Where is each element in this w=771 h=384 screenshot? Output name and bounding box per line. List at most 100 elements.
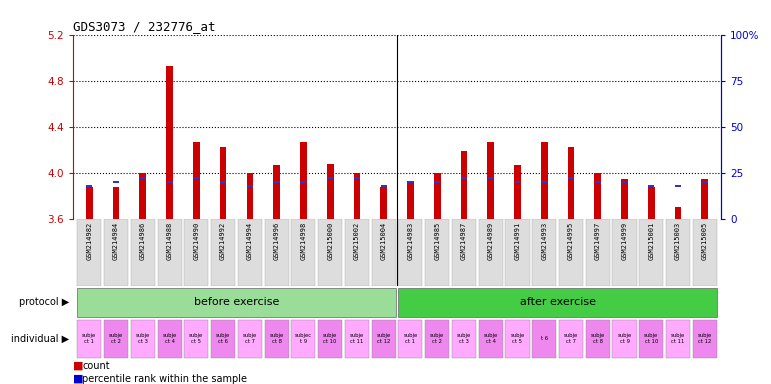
FancyBboxPatch shape <box>104 319 128 358</box>
Bar <box>407 181 414 219</box>
Text: GSM214993: GSM214993 <box>541 222 547 260</box>
FancyBboxPatch shape <box>345 219 369 286</box>
Text: subje
ct 4: subje ct 4 <box>163 333 177 344</box>
Text: GSM214983: GSM214983 <box>407 222 413 260</box>
Text: before exercise: before exercise <box>194 297 279 308</box>
Bar <box>541 142 547 219</box>
Bar <box>675 207 682 219</box>
Bar <box>273 165 280 219</box>
Text: GSM215005: GSM215005 <box>702 222 708 260</box>
Bar <box>648 187 655 219</box>
FancyBboxPatch shape <box>184 219 208 286</box>
Bar <box>541 181 547 183</box>
Text: GSM214989: GSM214989 <box>488 222 493 260</box>
Text: subje
ct 10: subje ct 10 <box>645 333 658 344</box>
FancyBboxPatch shape <box>452 219 476 286</box>
FancyBboxPatch shape <box>184 319 208 358</box>
Text: GSM214996: GSM214996 <box>274 222 280 260</box>
Text: GSM214990: GSM214990 <box>194 222 200 260</box>
Text: subjec
t 9: subjec t 9 <box>295 333 312 344</box>
FancyBboxPatch shape <box>157 319 182 358</box>
FancyBboxPatch shape <box>666 219 690 286</box>
FancyBboxPatch shape <box>291 319 315 358</box>
Bar <box>567 147 574 219</box>
Text: percentile rank within the sample: percentile rank within the sample <box>82 374 247 384</box>
Text: GSM214986: GSM214986 <box>140 222 146 260</box>
Bar <box>86 185 93 187</box>
Text: subje
ct 11: subje ct 11 <box>671 333 685 344</box>
Text: subje
ct 8: subje ct 8 <box>591 333 605 344</box>
FancyBboxPatch shape <box>77 288 396 317</box>
FancyBboxPatch shape <box>399 219 423 286</box>
FancyBboxPatch shape <box>693 219 717 286</box>
Text: subje
ct 2: subje ct 2 <box>430 333 444 344</box>
Bar <box>247 185 253 187</box>
Text: subje
ct 11: subje ct 11 <box>350 333 364 344</box>
Text: count: count <box>82 361 110 371</box>
FancyBboxPatch shape <box>77 319 101 358</box>
Text: GSM214988: GSM214988 <box>167 222 173 260</box>
Bar <box>621 181 628 183</box>
Text: subje
ct 4: subje ct 4 <box>483 333 498 344</box>
Text: after exercise: after exercise <box>520 297 596 308</box>
Text: subje
ct 8: subje ct 8 <box>270 333 284 344</box>
Text: subje
ct 1: subje ct 1 <box>82 333 96 344</box>
Bar <box>514 165 521 219</box>
Text: subje
ct 12: subje ct 12 <box>698 333 712 344</box>
Bar <box>194 177 199 179</box>
Text: GSM215002: GSM215002 <box>354 222 360 260</box>
Bar <box>514 181 520 183</box>
Bar <box>193 142 200 219</box>
FancyBboxPatch shape <box>77 219 101 286</box>
Bar <box>247 173 253 219</box>
FancyBboxPatch shape <box>586 219 610 286</box>
Bar <box>675 185 681 187</box>
Bar <box>568 177 574 179</box>
FancyBboxPatch shape <box>131 219 155 286</box>
FancyBboxPatch shape <box>157 219 182 286</box>
FancyBboxPatch shape <box>318 319 342 358</box>
FancyBboxPatch shape <box>291 219 315 286</box>
Text: GSM214998: GSM214998 <box>301 222 306 260</box>
Text: GDS3073 / 232776_at: GDS3073 / 232776_at <box>73 20 216 33</box>
FancyBboxPatch shape <box>559 219 583 286</box>
Bar <box>113 187 120 219</box>
FancyBboxPatch shape <box>479 219 503 286</box>
Bar <box>167 66 173 219</box>
Text: subje
ct 7: subje ct 7 <box>243 333 257 344</box>
Bar <box>300 142 307 219</box>
Text: GSM214991: GSM214991 <box>514 222 520 260</box>
FancyBboxPatch shape <box>586 319 610 358</box>
Bar <box>460 151 467 219</box>
FancyBboxPatch shape <box>479 319 503 358</box>
Bar <box>487 142 494 219</box>
Text: subje
ct 5: subje ct 5 <box>189 333 204 344</box>
Text: GSM214995: GSM214995 <box>568 222 574 260</box>
Bar <box>621 179 628 219</box>
FancyBboxPatch shape <box>372 219 396 286</box>
FancyBboxPatch shape <box>612 219 637 286</box>
Bar <box>167 181 173 183</box>
FancyBboxPatch shape <box>425 319 449 358</box>
FancyBboxPatch shape <box>559 319 583 358</box>
Bar <box>380 187 387 219</box>
Bar <box>381 185 386 187</box>
FancyBboxPatch shape <box>506 319 530 358</box>
Bar <box>434 173 440 219</box>
FancyBboxPatch shape <box>372 319 396 358</box>
Bar <box>461 177 467 179</box>
Text: individual ▶: individual ▶ <box>12 334 69 344</box>
Text: ■  count: ■ count <box>73 363 116 373</box>
Text: subje
ct 3: subje ct 3 <box>136 333 150 344</box>
Text: t 6: t 6 <box>540 336 548 341</box>
Text: subje
ct 5: subje ct 5 <box>510 333 524 344</box>
FancyBboxPatch shape <box>211 319 235 358</box>
FancyBboxPatch shape <box>345 319 369 358</box>
FancyBboxPatch shape <box>666 319 690 358</box>
Bar <box>595 181 601 183</box>
Bar <box>354 177 360 179</box>
Bar <box>488 177 493 179</box>
Text: subje
ct 3: subje ct 3 <box>457 333 471 344</box>
Bar <box>113 181 119 183</box>
Text: subje
ct 12: subje ct 12 <box>376 333 391 344</box>
